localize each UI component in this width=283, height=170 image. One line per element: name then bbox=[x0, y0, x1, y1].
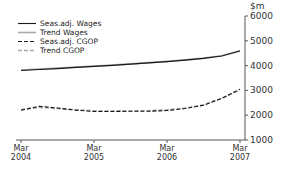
y-tick bbox=[245, 65, 248, 66]
x-axis bbox=[16, 140, 245, 141]
x-tick bbox=[240, 140, 241, 143]
y-tick-label: 2000 bbox=[250, 110, 273, 120]
x-tick bbox=[94, 140, 95, 143]
series-line bbox=[21, 90, 240, 111]
x-tick-label: Mar2004 bbox=[11, 144, 31, 162]
x-tick-label: Mar2006 bbox=[157, 144, 177, 162]
legend-label: Seas.adj. CGOP bbox=[40, 37, 98, 46]
x-tick bbox=[21, 140, 22, 143]
y-tick bbox=[245, 16, 248, 17]
series-line bbox=[21, 89, 240, 111]
y-axis bbox=[245, 16, 246, 140]
y-tick bbox=[245, 40, 248, 41]
y-tick bbox=[245, 140, 248, 141]
y-tick-label: 4000 bbox=[250, 61, 273, 71]
x-tick bbox=[167, 140, 168, 143]
y-tick-label: 3000 bbox=[250, 85, 273, 95]
legend-swatch bbox=[18, 32, 36, 34]
y-tick-label: 5000 bbox=[250, 36, 273, 46]
legend-label: Seas.adj. Wages bbox=[40, 19, 101, 28]
y-tick-label: 6000 bbox=[250, 11, 273, 21]
y-tick-label: 1000 bbox=[250, 135, 273, 145]
legend: Seas.adj. WagesTrend WagesSeas.adj. CGOP… bbox=[18, 19, 101, 55]
y-tick bbox=[245, 90, 248, 91]
y-axis-label: $m bbox=[250, 1, 265, 11]
legend-label: Trend Wages bbox=[39, 28, 88, 37]
legend-label: Trend CGOP bbox=[39, 46, 85, 55]
legend-swatch bbox=[18, 41, 36, 42]
y-tick bbox=[245, 115, 248, 116]
chart: 1000 2000 3000 4000 5000 6000$m Mar2004 Mar2005… bbox=[0, 0, 283, 170]
x-tick-label: Mar2007 bbox=[230, 144, 250, 162]
legend-swatch bbox=[18, 50, 36, 52]
legend-swatch bbox=[18, 23, 36, 24]
x-tick-label: Mar2005 bbox=[84, 144, 104, 162]
plot-area bbox=[21, 51, 240, 112]
